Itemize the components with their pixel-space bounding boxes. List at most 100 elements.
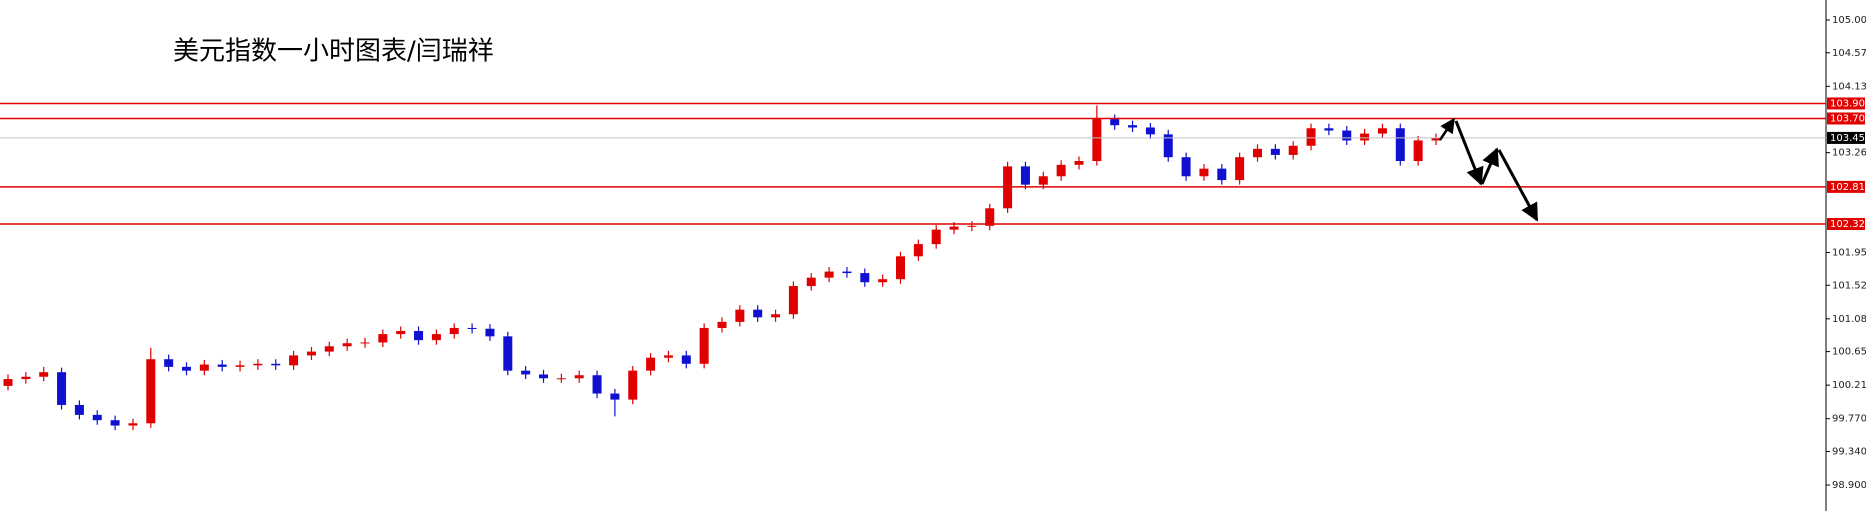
candle-body — [449, 327, 459, 335]
candle-body — [860, 273, 870, 283]
candle-body — [1342, 130, 1352, 141]
candle-body — [539, 374, 548, 379]
candle-body — [913, 244, 923, 257]
y-tick-label: 100.210 — [1832, 380, 1866, 391]
level-label: 103.708 — [1830, 113, 1866, 124]
candle-body — [717, 321, 727, 328]
candle-body — [878, 279, 888, 283]
candle-body — [1395, 128, 1405, 162]
level-label: 102.324 — [1830, 219, 1866, 230]
level-box — [1827, 217, 1865, 230]
candle-body — [1324, 128, 1334, 131]
candle-body — [681, 355, 691, 364]
candle-body — [1163, 134, 1173, 158]
y-tick-label: 100.650 — [1832, 347, 1866, 358]
candle-body — [931, 229, 941, 245]
candle-body — [771, 314, 781, 318]
candle-body — [199, 364, 209, 371]
candle-body — [574, 375, 584, 379]
y-tick-label: 104.130 — [1832, 81, 1866, 92]
candle-body — [146, 359, 156, 424]
arrow — [1454, 120, 1484, 186]
candle-body — [503, 336, 513, 371]
candle-body — [217, 364, 227, 367]
level-box — [1827, 180, 1865, 193]
candle-body — [92, 414, 102, 421]
candle-body — [485, 328, 495, 337]
y-tick-label: 104.570 — [1832, 48, 1866, 59]
candle-body — [1020, 166, 1030, 185]
candle-body — [592, 375, 602, 394]
candle-body — [1288, 145, 1298, 155]
y-tick-label: 98.900 — [1832, 480, 1866, 491]
candle-body — [3, 379, 13, 386]
candle-body — [342, 343, 352, 347]
candle-body — [646, 357, 656, 371]
candle-body — [949, 226, 959, 230]
candle-body — [824, 271, 834, 278]
candle-body — [467, 327, 477, 329]
arrow — [1438, 117, 1456, 141]
candle-body — [1413, 140, 1423, 162]
candle-body — [1253, 148, 1262, 158]
forecast-arrows — [1438, 117, 1539, 222]
level-label: 103.905 — [1830, 98, 1866, 109]
candle-body — [1092, 119, 1102, 162]
candle-body — [164, 359, 174, 367]
level-box — [1827, 97, 1865, 110]
candle-body — [289, 355, 299, 366]
candle-body — [1235, 157, 1245, 181]
chart-title: 美元指数一小时图表/闫瑞祥 — [173, 37, 494, 67]
candle-body — [1377, 128, 1387, 134]
y-tick-label: 103.260 — [1832, 148, 1866, 159]
level-label: 102.811 — [1830, 182, 1866, 193]
candle-body — [74, 404, 84, 415]
candle-body — [1145, 127, 1155, 135]
arrow — [1480, 147, 1499, 185]
candle-body — [610, 393, 620, 400]
candle-body — [21, 376, 31, 380]
y-tick-label: 105.000 — [1832, 15, 1866, 26]
y-tick-label: 101.080 — [1832, 314, 1866, 325]
candle-body — [1199, 168, 1209, 177]
current-price-box — [1827, 131, 1865, 144]
level-box — [1827, 112, 1865, 125]
candle-body — [699, 327, 709, 364]
candle-body — [253, 363, 263, 366]
candle-body — [431, 334, 441, 341]
candle-body — [967, 225, 977, 227]
candle-body — [1431, 138, 1441, 141]
candle-body — [39, 372, 49, 377]
candle-body — [1056, 164, 1066, 177]
candle-body — [1110, 119, 1120, 126]
candle-body — [788, 286, 798, 315]
y-tick-label: 99.770 — [1832, 414, 1866, 425]
candle-body — [1270, 148, 1280, 155]
candle-body — [235, 365, 245, 367]
candle-body — [1306, 128, 1316, 146]
candle-body — [1181, 157, 1191, 177]
candle-body — [110, 420, 120, 426]
candle-body — [57, 372, 67, 405]
candle-body — [663, 355, 673, 358]
candle-body — [735, 309, 745, 322]
candle-body — [521, 370, 531, 375]
candle-body — [378, 334, 388, 343]
candle-body — [896, 256, 905, 280]
y-tick-label: 101.950 — [1832, 248, 1866, 259]
candle-body — [1128, 125, 1138, 128]
y-tick-label: 101.520 — [1832, 280, 1866, 291]
y-tick-label: 99.340 — [1832, 446, 1866, 457]
candle-body — [271, 363, 281, 366]
candle-body — [556, 378, 566, 380]
candle-body — [1074, 161, 1084, 165]
candle-body — [182, 366, 191, 371]
candle-body — [360, 342, 370, 344]
candle-body — [806, 277, 816, 287]
candle-body — [842, 271, 852, 274]
candle-body — [753, 309, 763, 318]
candle-body — [396, 331, 406, 335]
candle-body — [1360, 133, 1370, 141]
